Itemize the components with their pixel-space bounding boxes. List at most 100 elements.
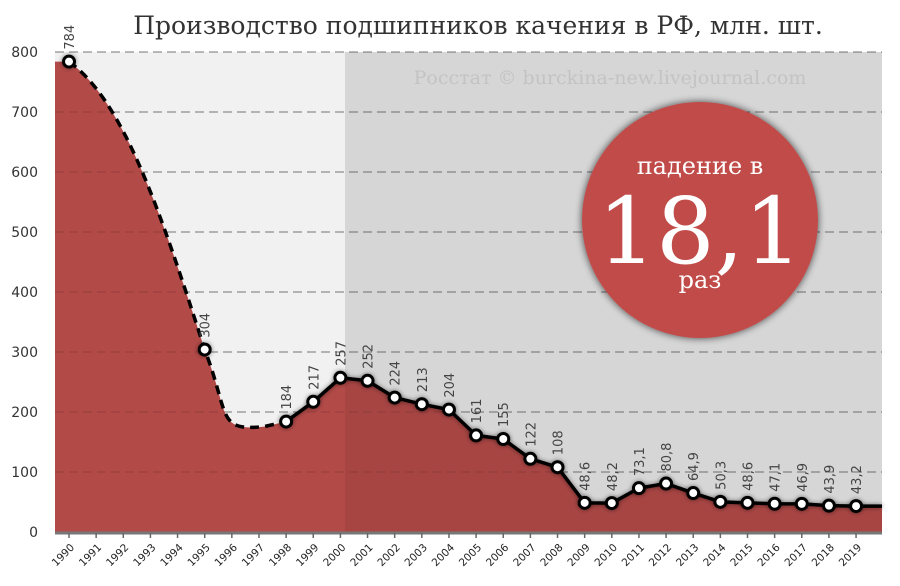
data-label: 80,8 (660, 443, 675, 472)
y-tick-label: 200 (11, 405, 38, 421)
x-tick-label: 2010 (593, 542, 620, 569)
x-tick-label: 2016 (755, 541, 783, 569)
x-tick-label: 2017 (783, 542, 810, 569)
data-point (387, 390, 402, 405)
data-label: 47,1 (769, 463, 784, 492)
x-tick-label: 2013 (674, 542, 701, 569)
y-tick-label: 400 (11, 285, 38, 301)
x-tick-label: 1996 (213, 541, 241, 569)
x-tick-label: 2007 (511, 542, 538, 569)
badge-circle (582, 102, 818, 338)
data-label: 50,3 (714, 461, 729, 490)
x-tick-label: 2001 (348, 542, 375, 569)
badge-line3: раз (679, 266, 722, 294)
data-point (306, 394, 321, 409)
data-point (279, 414, 294, 429)
data-point (360, 373, 375, 388)
x-tick-label: 2005 (457, 542, 484, 569)
data-point (821, 498, 836, 513)
data-point (333, 370, 348, 385)
x-tick-label: 2008 (538, 542, 565, 569)
data-point (414, 397, 429, 412)
x-tick-label: 1991 (77, 542, 104, 569)
x-tick-label: 2002 (375, 542, 402, 569)
data-point (441, 402, 456, 417)
x-tick-label: 1992 (104, 542, 131, 569)
data-point (577, 495, 592, 510)
x-tick-label: 2018 (810, 542, 837, 569)
data-point (469, 428, 484, 443)
data-point (713, 494, 728, 509)
y-axis: 0 100 200 300 400 500 600 700 800 (11, 45, 38, 541)
data-point (523, 451, 538, 466)
data-point (550, 460, 565, 475)
data-label: 43,2 (850, 465, 865, 494)
x-tick-label: 1998 (267, 542, 294, 569)
x-tick-label: 1999 (294, 542, 321, 569)
x-axis: 1990 1991 1992 1993 1994 1995 1996 1997 1998 1999… (50, 533, 864, 569)
data-label: 213 (416, 367, 431, 392)
data-label: 252 (362, 344, 377, 369)
x-tick-label: 2019 (837, 542, 864, 569)
data-label: 304 (199, 313, 214, 338)
x-tick-label: 1990 (50, 542, 77, 569)
y-tick-label: 800 (11, 45, 38, 61)
data-label: 217 (307, 365, 322, 390)
data-point (496, 432, 511, 446)
data-points (62, 54, 864, 514)
x-tick-label: 2011 (620, 542, 647, 569)
y-tick-label: 100 (11, 465, 38, 481)
data-point (849, 499, 864, 514)
data-label: 48,6 (579, 462, 594, 491)
data-point (62, 54, 76, 69)
x-tick-label: 2004 (430, 541, 458, 569)
x-tick-label: 1993 (131, 542, 158, 569)
data-point (794, 496, 809, 511)
data-point (659, 476, 674, 491)
x-tick-label: 2012 (647, 542, 674, 569)
y-tick-label: 0 (29, 525, 38, 541)
x-tick-label: 1994 (158, 541, 186, 569)
data-label: 64,9 (687, 452, 702, 481)
data-label: 122 (524, 422, 539, 447)
data-label: 48,2 (606, 462, 621, 491)
x-tick-label: 2014 (701, 541, 729, 569)
data-label: 224 (389, 361, 404, 386)
badge-value: 18,1 (598, 178, 803, 285)
decline-badge: падение в 18,1 раз (582, 102, 818, 338)
x-tick-label: 2000 (321, 542, 348, 569)
area-fill (55, 61, 882, 532)
data-label: 46,9 (796, 463, 811, 492)
data-label: 257 (334, 341, 349, 366)
y-tick-label: 700 (11, 105, 38, 121)
data-label: 184 (280, 385, 295, 410)
data-point (604, 496, 619, 511)
data-label: 43,9 (823, 465, 838, 494)
chart-title: Производство подшипников качения в РФ, м… (133, 11, 823, 40)
data-label: 48,6 (742, 462, 757, 491)
y-tick-label: 500 (11, 225, 38, 241)
data-label: 204 (443, 373, 458, 398)
watermark-text: Росстат © burckina-new.livejournal.com (414, 67, 807, 89)
x-tick-label: 1997 (240, 542, 267, 569)
data-label: 155 (497, 402, 512, 427)
data-point (631, 481, 646, 496)
data-labels: 784 304 184 217 257 252 224 213 204 161 155 122 108 4… (63, 25, 865, 494)
data-label: 108 (552, 430, 567, 455)
x-tick-label: 2009 (565, 542, 592, 569)
x-tick-label: 2006 (484, 541, 512, 569)
data-point (197, 342, 212, 357)
badge-line1: падение в (637, 152, 764, 180)
y-tick-label: 300 (11, 345, 38, 361)
x-tick-label: 2015 (728, 542, 755, 569)
data-point (767, 496, 782, 511)
data-label: 161 (470, 399, 485, 424)
interpolated-line (67, 60, 287, 430)
data-point (686, 486, 701, 501)
x-tick-label: 1995 (185, 542, 212, 569)
y-tick-label: 600 (11, 165, 38, 181)
data-point (740, 495, 755, 510)
data-label: 73,1 (633, 447, 648, 476)
x-tick-label: 2003 (403, 542, 430, 569)
